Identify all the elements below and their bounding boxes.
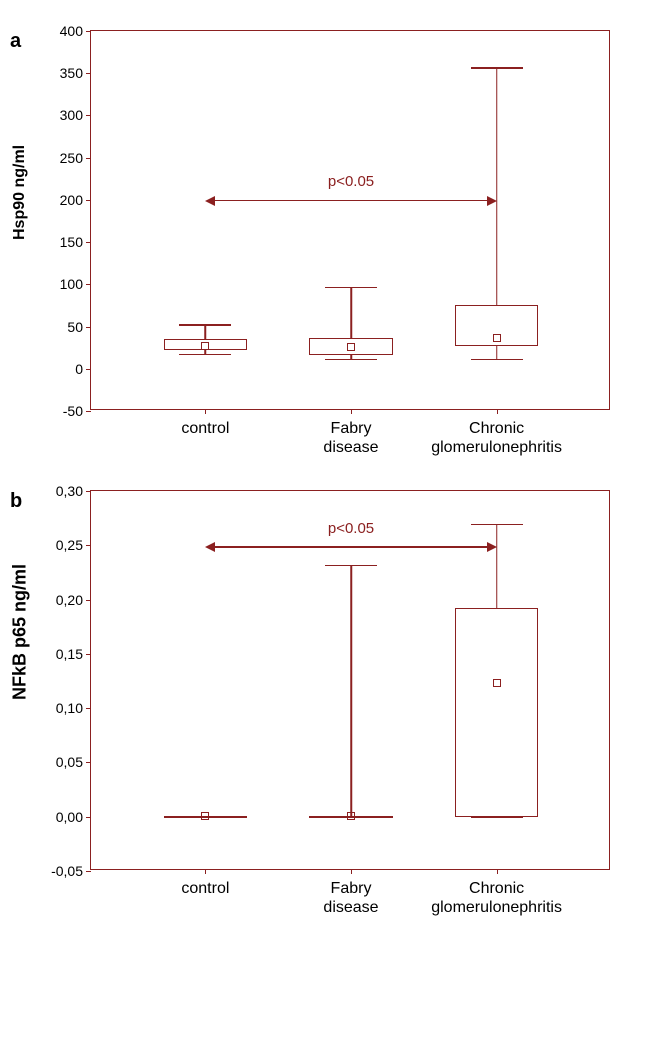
y-tick — [86, 369, 91, 370]
arrow-head-icon — [205, 542, 215, 552]
whisker-cap — [471, 817, 523, 819]
y-tick-label: -50 — [63, 403, 83, 419]
x-tick — [351, 409, 352, 414]
arrow-head-icon — [487, 196, 497, 206]
panel-b: b NFkB p65 ng/ml-0,050,000,050,100,150,2… — [10, 490, 637, 930]
p-value-annotation: p<0.05 — [328, 173, 374, 190]
box — [455, 608, 538, 816]
y-tick — [86, 200, 91, 201]
y-tick-label: 0,30 — [56, 483, 83, 499]
mean-marker — [201, 812, 209, 820]
y-tick — [86, 654, 91, 655]
y-tick — [86, 31, 91, 32]
whisker — [496, 346, 498, 359]
x-tick — [205, 869, 206, 874]
mean-marker — [347, 812, 355, 820]
y-tick-label: 150 — [60, 234, 83, 250]
y-tick — [86, 871, 91, 872]
whisker — [496, 67, 498, 305]
whisker — [350, 287, 352, 338]
y-tick — [86, 411, 91, 412]
y-tick-label: 0,15 — [56, 646, 83, 662]
whisker-cap — [325, 287, 377, 289]
mean-marker — [201, 342, 209, 350]
y-tick-label: 0,20 — [56, 592, 83, 608]
x-axis-label: Fabrydisease — [271, 419, 431, 457]
whisker-cap — [471, 67, 523, 69]
whisker-cap — [325, 359, 377, 361]
y-tick-label: 350 — [60, 65, 83, 81]
y-tick — [86, 115, 91, 116]
y-tick-label: -0,05 — [51, 863, 83, 879]
y-tick — [86, 73, 91, 74]
mean-marker — [493, 679, 501, 687]
y-tick — [86, 600, 91, 601]
y-tick-label: 0,05 — [56, 754, 83, 770]
x-tick — [497, 869, 498, 874]
y-tick — [86, 762, 91, 763]
y-tick — [86, 327, 91, 328]
whisker-cap — [179, 324, 231, 326]
x-axis-label: Chronicglomerulonephritis — [417, 419, 577, 457]
y-axis-label: Hsp90 ng/ml — [11, 145, 29, 240]
y-tick-label: 400 — [60, 23, 83, 39]
y-tick-label: 250 — [60, 150, 83, 166]
significance-arrow — [213, 546, 488, 548]
y-tick — [86, 284, 91, 285]
p-value-annotation: p<0.05 — [328, 520, 374, 537]
arrow-head-icon — [487, 542, 497, 552]
y-tick — [86, 545, 91, 546]
y-tick-label: 0 — [75, 361, 83, 377]
y-tick-label: 0,25 — [56, 537, 83, 553]
x-tick — [205, 409, 206, 414]
y-tick-label: 300 — [60, 107, 83, 123]
y-tick-label: 50 — [67, 319, 83, 335]
whisker-cap — [179, 354, 231, 356]
y-tick-label: 100 — [60, 276, 83, 292]
whisker-cap — [471, 359, 523, 361]
x-axis-label: Chronicglomerulonephritis — [417, 879, 577, 917]
y-tick-label: 200 — [60, 192, 83, 208]
y-tick-label: 0,00 — [56, 809, 83, 825]
x-tick — [351, 869, 352, 874]
arrow-head-icon — [205, 196, 215, 206]
panel-a: a Hsp90 ng/ml-50050100150200250300350400… — [10, 30, 637, 470]
mean-marker — [493, 334, 501, 342]
y-tick — [86, 708, 91, 709]
significance-arrow — [213, 200, 488, 202]
x-axis-label: control — [125, 419, 285, 438]
whisker — [350, 565, 352, 816]
y-tick — [86, 158, 91, 159]
whisker-cap — [471, 524, 523, 526]
y-tick — [86, 491, 91, 492]
y-axis-label: NFkB p65 ng/ml — [10, 564, 31, 700]
whisker — [205, 324, 207, 339]
x-axis-label: control — [125, 879, 285, 898]
x-tick — [497, 409, 498, 414]
plot-b: -0,050,000,050,100,150,200,250,30control… — [90, 490, 610, 870]
y-tick-label: 0,10 — [56, 700, 83, 716]
y-tick — [86, 242, 91, 243]
y-tick — [86, 817, 91, 818]
whisker — [496, 524, 498, 609]
mean-marker — [347, 343, 355, 351]
plot-a: -50050100150200250300350400controlFabryd… — [90, 30, 610, 410]
whisker-cap — [325, 565, 377, 567]
x-axis-label: Fabrydisease — [271, 879, 431, 917]
